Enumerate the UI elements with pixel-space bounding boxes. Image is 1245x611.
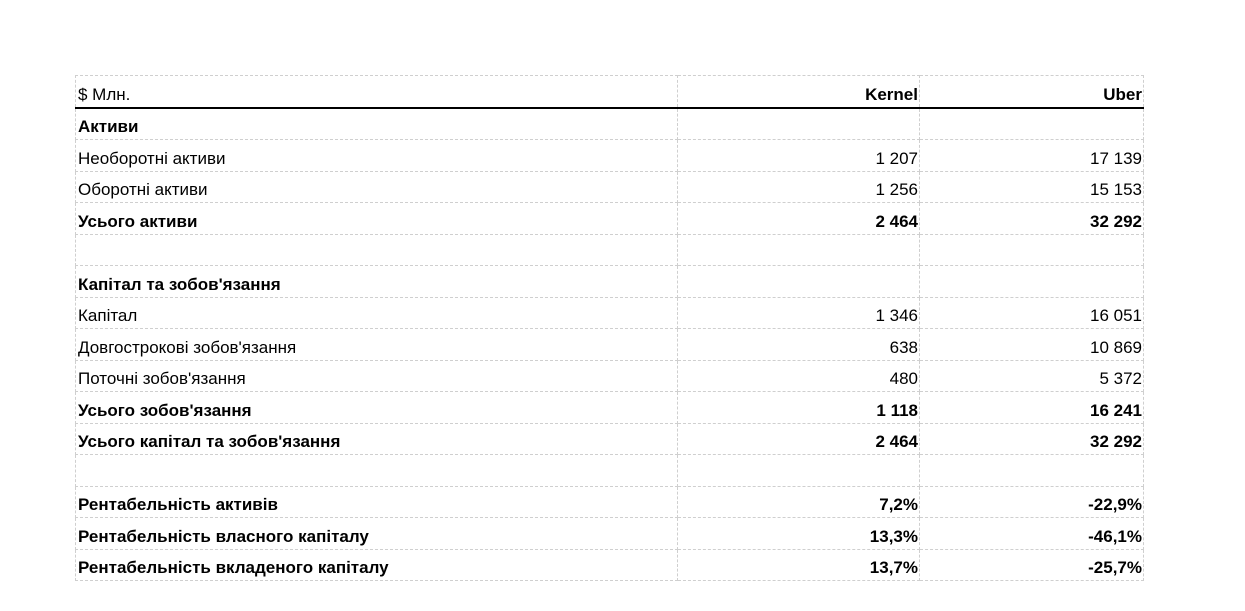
kernel-value-cell[interactable]: 638	[677, 328, 920, 361]
row-label-cell[interactable]: Поточні зобов'язання	[75, 359, 678, 392]
row-label-cell[interactable]: Усього зобов'язання	[75, 391, 678, 424]
table-row: Рентабельність активів 7,2% -22,9%	[75, 485, 1144, 518]
kernel-value-cell[interactable]: 1 118	[677, 391, 920, 424]
uber-value-cell[interactable]	[919, 454, 1144, 487]
kernel-value-cell[interactable]: 480	[677, 359, 920, 392]
uber-value-cell[interactable]: 32 292	[919, 422, 1144, 455]
table-row: Рентабельність вкладеного капіталу 13,7%…	[75, 548, 1144, 581]
uber-value-cell[interactable]	[919, 107, 1144, 140]
table-row: Усього капітал та зобов'язання 2 464 32 …	[75, 422, 1144, 455]
uber-value-cell[interactable]: 10 869	[919, 328, 1144, 361]
balance-table: $ Млн. Kernel Uber Активи Необоротні акт…	[75, 75, 1144, 581]
header-label-cell[interactable]: $ Млн.	[75, 75, 678, 109]
row-label-cell[interactable]	[75, 233, 678, 266]
kernel-value-cell[interactable]: 13,3%	[677, 517, 920, 550]
uber-value-cell[interactable]: -22,9%	[919, 485, 1144, 518]
table-row: Капітал 1 346 16 051	[75, 296, 1144, 329]
balance-sheet: $ Млн. Kernel Uber Активи Необоротні акт…	[75, 75, 1144, 581]
row-label-cell[interactable]: Необоротні активи	[75, 139, 678, 172]
table-row: Капітал та зобов'язання	[75, 265, 1144, 298]
table-row: Необоротні активи 1 207 17 139	[75, 139, 1144, 172]
table-row: Активи	[75, 107, 1144, 140]
kernel-value-cell[interactable]	[677, 233, 920, 266]
header-uber-cell[interactable]: Uber	[919, 75, 1144, 109]
uber-value-cell[interactable]	[919, 265, 1144, 298]
table-row: Усього активи 2 464 32 292	[75, 202, 1144, 235]
uber-value-cell[interactable]: 17 139	[919, 139, 1144, 172]
row-label-cell[interactable]: Оборотні активи	[75, 170, 678, 203]
row-label-cell[interactable]: Рентабельність активів	[75, 485, 678, 518]
uber-value-cell[interactable]: 15 153	[919, 170, 1144, 203]
kernel-value-cell[interactable]: 13,7%	[677, 548, 920, 581]
kernel-value-cell[interactable]: 2 464	[677, 202, 920, 235]
kernel-value-cell[interactable]: 1 256	[677, 170, 920, 203]
kernel-value-cell[interactable]: 7,2%	[677, 485, 920, 518]
kernel-value-cell[interactable]: 1 346	[677, 296, 920, 329]
table-row	[75, 233, 1144, 266]
row-label-cell[interactable]: Довгострокові зобов'язання	[75, 328, 678, 361]
kernel-value-cell[interactable]	[677, 265, 920, 298]
row-label-cell[interactable]: Усього капітал та зобов'язання	[75, 422, 678, 455]
kernel-value-cell[interactable]: 2 464	[677, 422, 920, 455]
uber-value-cell[interactable]: 16 241	[919, 391, 1144, 424]
uber-value-cell[interactable]: -25,7%	[919, 548, 1144, 581]
row-label-cell[interactable]: Рентабельність власного капіталу	[75, 517, 678, 550]
kernel-value-cell[interactable]	[677, 454, 920, 487]
uber-value-cell[interactable]: 16 051	[919, 296, 1144, 329]
table-row: Оборотні активи 1 256 15 153	[75, 170, 1144, 203]
uber-value-cell[interactable]	[919, 233, 1144, 266]
row-label-cell[interactable]: Рентабельність вкладеного капіталу	[75, 548, 678, 581]
uber-value-cell[interactable]: 5 372	[919, 359, 1144, 392]
row-label-cell[interactable]: Усього активи	[75, 202, 678, 235]
table-row: Рентабельність власного капіталу 13,3% -…	[75, 517, 1144, 550]
row-label-cell[interactable]: Капітал	[75, 296, 678, 329]
kernel-value-cell[interactable]	[677, 107, 920, 140]
table-row: Поточні зобов'язання 480 5 372	[75, 359, 1144, 392]
row-label-cell[interactable]	[75, 454, 678, 487]
row-label-cell[interactable]: Активи	[75, 107, 678, 140]
table-row: Довгострокові зобов'язання 638 10 869	[75, 328, 1144, 361]
uber-value-cell[interactable]: 32 292	[919, 202, 1144, 235]
table-row	[75, 454, 1144, 487]
row-label-cell[interactable]: Капітал та зобов'язання	[75, 265, 678, 298]
table-body: Активи Необоротні активи 1 207 17 139 Об…	[75, 107, 1144, 581]
table-row: Усього зобов'язання 1 118 16 241	[75, 391, 1144, 424]
header-kernel-cell[interactable]: Kernel	[677, 75, 920, 109]
kernel-value-cell[interactable]: 1 207	[677, 139, 920, 172]
table-header-row: $ Млн. Kernel Uber	[75, 75, 1144, 109]
uber-value-cell[interactable]: -46,1%	[919, 517, 1144, 550]
